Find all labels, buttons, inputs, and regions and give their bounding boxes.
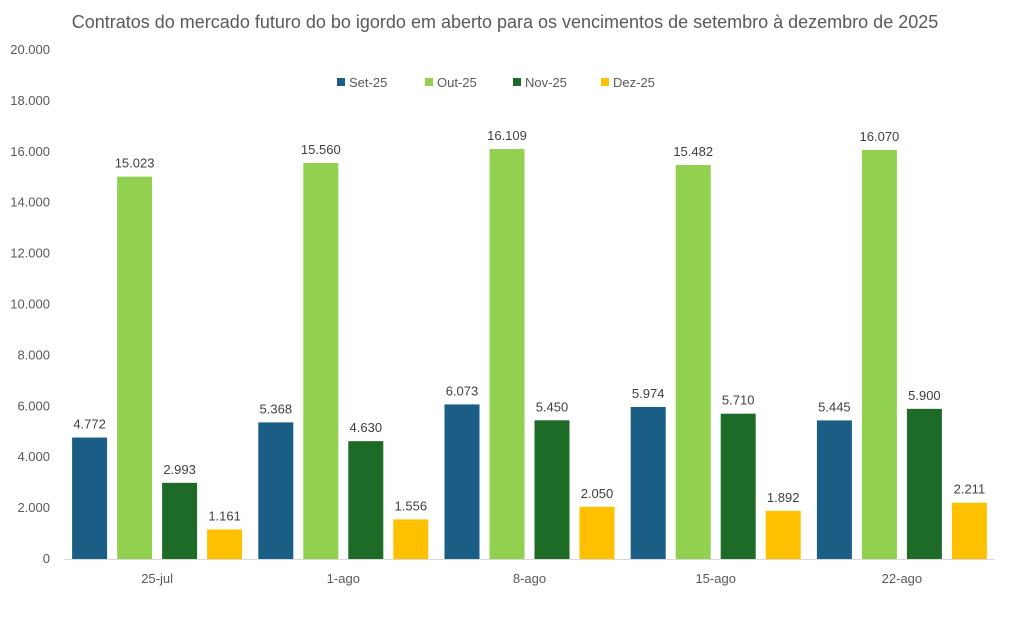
x-tick-label: 15-ago [695,571,735,586]
legend-swatch [425,78,433,86]
x-tick-label: 25-jul [141,571,173,586]
chart-title: Contratos do mercado futuro do bo igordo… [72,12,939,32]
bar-nov-25-15-ago [720,413,756,559]
data-label: 2.993 [163,462,196,477]
bar-set-25-25-jul [72,437,108,559]
data-label: 2.211 [954,482,986,497]
bar-out-25-25-jul [117,176,153,559]
data-label: 1.892 [767,490,800,505]
data-label: 5.710 [722,393,755,408]
y-tick-label: 8.000 [17,347,50,362]
data-label: 2.050 [581,486,614,501]
x-axis: 25-jul 1-ago 8-ago 15-ago 22-ago [64,559,995,586]
legend-label: Dez-25 [613,75,655,90]
bar-nov-25-1-ago [348,441,384,559]
bar-dez-25-15-ago [765,510,801,559]
bar-dez-25-1-ago [393,519,429,559]
legend-label: Set-25 [349,75,387,90]
bar-out-25-8-ago [489,149,525,560]
legend-swatch [337,78,345,86]
bar-out-25-1-ago [303,162,339,560]
data-label: 15.560 [301,142,341,157]
bar-set-25-8-ago [444,404,480,559]
y-tick-label: 12.000 [10,246,50,261]
bar-nov-25-22-ago [906,408,942,559]
y-tick-label: 20.000 [10,42,50,57]
data-label: 6.073 [446,383,479,398]
bar-out-25-15-ago [675,164,711,559]
bar-set-25-22-ago [816,420,852,559]
x-tick-label: 22-ago [882,571,922,586]
x-tick-label: 8-ago [513,571,546,586]
bar-dez-25-22-ago [951,502,987,559]
y-tick-label: 2.000 [17,500,50,515]
data-label: 15.023 [115,156,155,171]
bar-set-25-15-ago [630,406,666,559]
y-axis: 0 2.000 4.000 6.000 8.000 10.000 12.000 14.000 1… [10,42,50,566]
legend-label: Out-25 [437,75,477,90]
data-label: 4.772 [73,417,106,432]
data-label: 4.630 [350,420,383,435]
legend: Set-25 Out-25 Nov-25 Dez-25 [337,75,655,90]
y-tick-label: 14.000 [10,195,50,210]
legend-label: Nov-25 [525,75,567,90]
data-label: 5.450 [536,399,569,414]
data-label: 16.109 [487,128,527,143]
y-tick-label: 10.000 [10,297,50,312]
bar-nov-25-8-ago [534,420,570,559]
data-label: 15.482 [673,144,713,159]
data-label: 16.070 [860,129,900,144]
bar-out-25-22-ago [861,150,897,559]
y-tick-label: 16.000 [10,144,50,159]
y-tick-label: 0 [43,551,50,566]
bars-group [72,149,987,560]
x-tick-label: 1-ago [327,571,360,586]
data-label: 5.974 [632,386,665,401]
data-label: 1.556 [395,498,428,513]
y-tick-label: 18.000 [10,93,50,108]
data-label: 5.368 [260,401,293,416]
data-label: 5.445 [818,399,851,414]
data-labels-group: 4.772 5.368 6.073 5.974 5.445 15.023 15.560 16.… [73,128,985,523]
legend-swatch [601,78,609,86]
y-tick-label: 6.000 [17,398,50,413]
legend-swatch [513,78,521,86]
data-label: 5.900 [908,388,941,403]
bar-nov-25-25-jul [162,482,198,559]
bar-dez-25-25-jul [207,529,243,559]
bar-set-25-1-ago [258,422,294,559]
y-tick-label: 4.000 [17,449,50,464]
data-label: 1.161 [208,508,241,523]
bar-dez-25-8-ago [579,506,615,559]
